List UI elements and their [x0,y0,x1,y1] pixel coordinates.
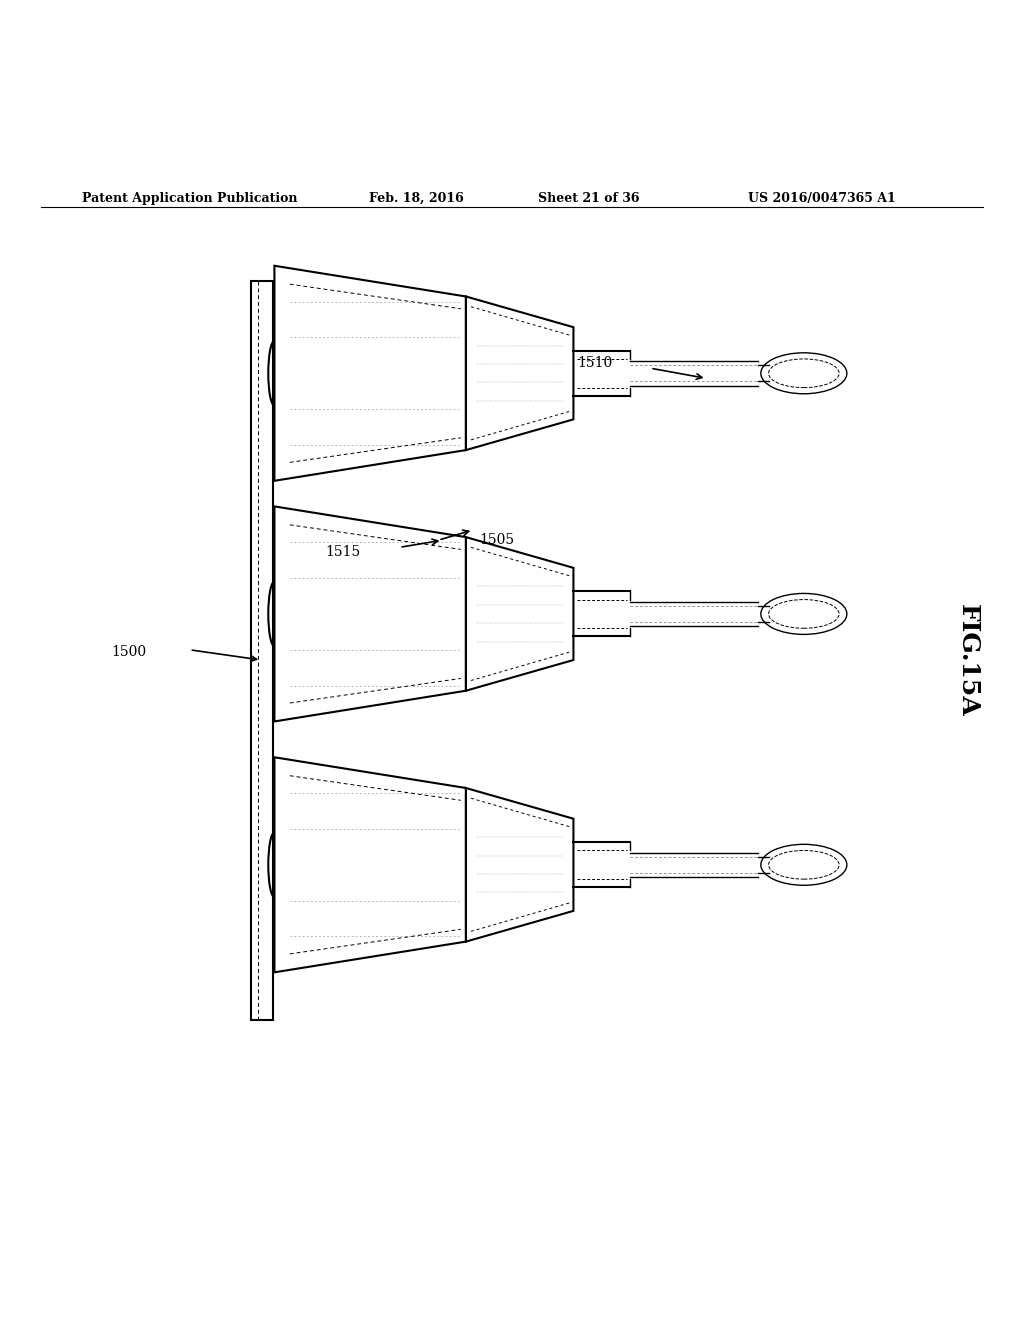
Text: 1510: 1510 [578,356,612,370]
Text: 1515: 1515 [326,545,360,560]
Text: Feb. 18, 2016: Feb. 18, 2016 [369,191,464,205]
Text: Sheet 21 of 36: Sheet 21 of 36 [538,191,639,205]
Text: US 2016/0047365 A1: US 2016/0047365 A1 [748,191,895,205]
Text: 1500: 1500 [112,644,146,659]
Text: FIG.15A: FIG.15A [955,603,980,717]
Text: Patent Application Publication: Patent Application Publication [82,191,297,205]
Text: 1505: 1505 [479,533,514,548]
